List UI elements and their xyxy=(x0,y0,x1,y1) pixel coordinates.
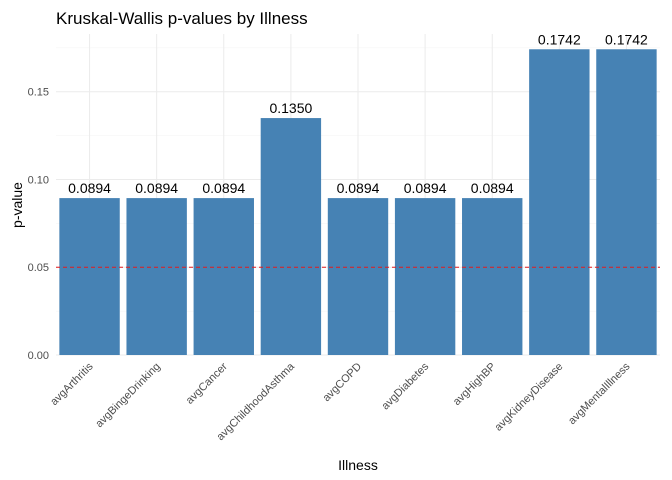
data-label: 0.0894 xyxy=(68,180,111,196)
x-tick-label: avgArthritis xyxy=(48,360,96,408)
data-label: 0.0894 xyxy=(202,180,245,196)
chart-title: Kruskal-Wallis p-values by Illness xyxy=(56,9,308,28)
y-tick-label: 0.05 xyxy=(28,262,49,274)
bar xyxy=(596,49,657,355)
y-tick-label: 0.15 xyxy=(28,87,49,99)
bar xyxy=(126,198,187,355)
y-tick-label: 0.00 xyxy=(28,350,49,362)
data-labels: 0.0894 0.0894 0.0894 0.1350 0.0894 0.0894 0.08… xyxy=(68,31,648,196)
x-tick-label: avgHighBP xyxy=(451,361,498,408)
data-label: 0.1742 xyxy=(538,31,581,47)
data-label: 0.1350 xyxy=(269,100,312,116)
bar xyxy=(462,198,523,355)
bar xyxy=(193,198,254,355)
data-label: 0.0894 xyxy=(471,180,514,196)
y-tick-label: 0.10 xyxy=(28,174,49,186)
x-tick-label: avgKidneyDisease xyxy=(493,361,566,434)
data-label: 0.0894 xyxy=(404,180,447,196)
bars xyxy=(59,49,657,355)
bar xyxy=(529,49,590,355)
bar xyxy=(327,198,389,355)
x-tick-label: avgCancer xyxy=(184,360,230,406)
y-axis-title: p-value xyxy=(9,182,25,228)
x-axis-title: Illness xyxy=(338,457,378,473)
data-label: 0.1742 xyxy=(605,31,648,47)
x-tick-label: avgDiabetes xyxy=(380,360,432,412)
x-tick-label: avgBingeDrinking xyxy=(93,361,162,430)
bar xyxy=(394,198,456,355)
x-tick-label: avgCOPD xyxy=(321,361,365,405)
bar xyxy=(260,118,322,355)
bar xyxy=(59,198,120,355)
x-tick-label: avgChildhoodAsthma xyxy=(215,360,298,443)
data-label: 0.0894 xyxy=(135,180,178,196)
y-axis-ticks: 0.00 0.05 0.10 0.15 xyxy=(28,87,49,362)
x-tick-label: avgMentalIllness xyxy=(566,360,633,427)
data-label: 0.0894 xyxy=(337,180,380,196)
